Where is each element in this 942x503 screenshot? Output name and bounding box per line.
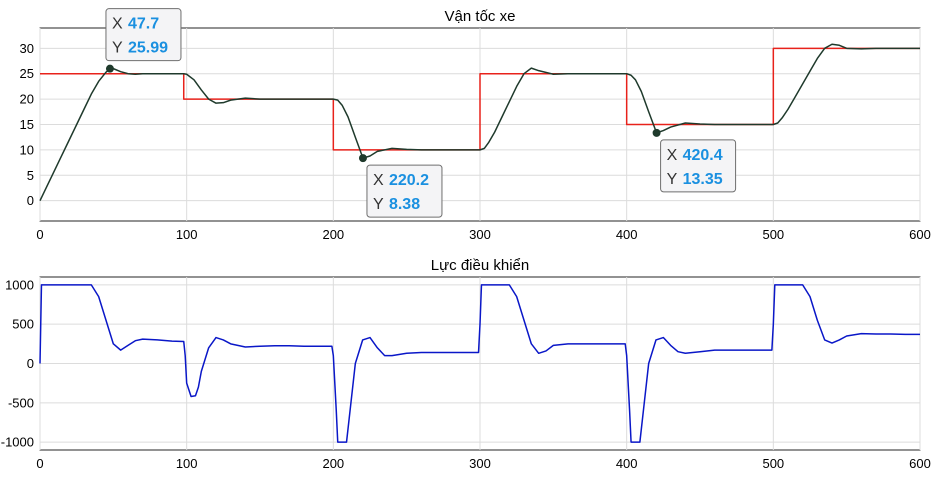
force-series-line-0 — [39, 284, 920, 443]
velocity-x-tick-label: 200 — [322, 227, 344, 242]
velocity-x-tick-label: 400 — [616, 227, 638, 242]
velocity-x-tick-label: 500 — [762, 227, 784, 242]
force-title: Lực điều khiển — [431, 257, 529, 274]
force-lines — [39, 284, 920, 443]
velocity-y-tick-label: 15 — [20, 117, 34, 132]
velocity-series-line-1 — [39, 43, 920, 202]
velocity-x-tick-label: 300 — [469, 227, 491, 242]
control-force-plot: Lực điều khiển 0 100 200 300 400 500 600 -1000… — [1, 257, 931, 471]
velocity-y-tick-label: 20 — [20, 92, 34, 107]
velocity-y-tick-label: 0 — [27, 193, 34, 208]
datatip-box — [660, 139, 737, 193]
datatip-x-value: 420.4 — [683, 147, 723, 164]
datatip-y-key: Y — [112, 40, 123, 57]
datatip-x-value: 220.2 — [389, 172, 429, 189]
velocity-series-line-0 — [40, 47, 920, 151]
datatip-y-value: 8.38 — [389, 196, 420, 213]
velocity-y-tick-label: 10 — [20, 142, 34, 157]
force-y-tick-label: 0 — [27, 356, 34, 371]
datatip-marker — [652, 128, 661, 137]
datatip-marker — [358, 154, 367, 163]
datatip-y-key: Y — [667, 171, 678, 188]
datatip-box — [105, 8, 182, 62]
velocity-x-ticks: 0 100 200 300 400 500 600 — [36, 227, 930, 242]
datatip[interactable]: X 220.2 Y 8.38 — [358, 154, 443, 218]
datatip-x-key: X — [373, 172, 384, 189]
force-x-tick-label: 0 — [36, 456, 43, 471]
force-y-tick-label: -500 — [8, 395, 34, 410]
velocity-plot: Vận tốc xe 0 100 200 300 400 500 600 0 5 10 15 20 2… — [20, 8, 931, 242]
force-x-tick-label: 300 — [469, 456, 491, 471]
datatip[interactable]: X 420.4 Y 13.35 — [652, 128, 737, 193]
velocity-x-tick-label: 100 — [176, 227, 198, 242]
velocity-y-tick-label: 5 — [27, 168, 34, 183]
force-x-ticks: 0 100 200 300 400 500 600 — [36, 456, 930, 471]
datatip[interactable]: X 47.7 Y 25.99 — [105, 8, 182, 73]
force-y-tick-label: -1000 — [1, 435, 34, 450]
velocity-y-ticks: 0 5 10 15 20 25 30 — [20, 41, 34, 208]
velocity-lines — [39, 43, 920, 202]
force-y-tick-label: 500 — [12, 317, 34, 332]
velocity-y-tick-label: 30 — [20, 41, 34, 56]
datatip-y-value: 25.99 — [128, 40, 168, 57]
force-x-tick-label: 200 — [322, 456, 344, 471]
force-x-tick-label: 500 — [762, 456, 784, 471]
datatip-marker — [105, 64, 114, 73]
velocity-y-tick-label: 25 — [20, 66, 34, 81]
datatip-x-key: X — [112, 16, 123, 33]
force-x-tick-label: 100 — [176, 456, 198, 471]
datatip-y-key: Y — [373, 196, 384, 213]
datatip-x-key: X — [667, 147, 678, 164]
force-y-tick-label: 1000 — [5, 277, 34, 292]
velocity-x-tick-label: 0 — [36, 227, 43, 242]
velocity-x-tick-label: 600 — [909, 227, 931, 242]
datatip-box — [366, 164, 443, 218]
datatip-y-value: 13.35 — [683, 171, 723, 188]
force-y-ticks: -1000 -500 0 500 1000 — [1, 277, 34, 449]
velocity-title: Vận tốc xe — [445, 8, 516, 25]
velocity-datatips[interactable]: X 47.7 Y 25.99 X 220.2 Y 8.38 X 420.4 Y 13.35 — [105, 8, 737, 218]
datatip-x-value: 47.7 — [128, 16, 159, 33]
force-x-tick-label: 600 — [909, 456, 931, 471]
force-x-tick-label: 400 — [616, 456, 638, 471]
